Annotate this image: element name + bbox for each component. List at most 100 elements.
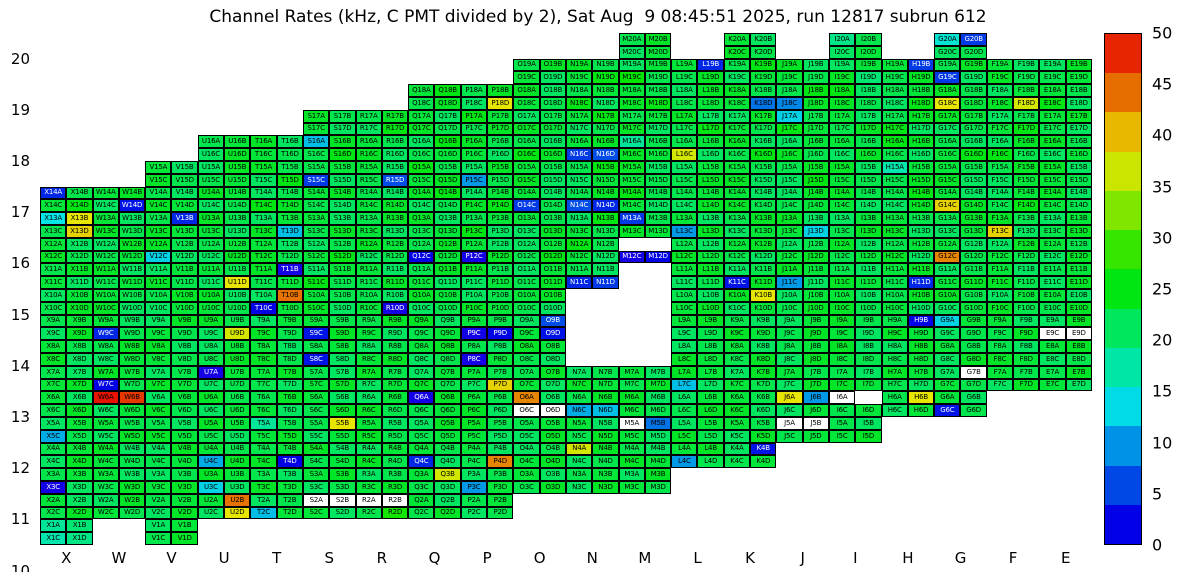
channel-cell: K15A bbox=[723, 161, 751, 174]
channel-cell: I9B bbox=[855, 314, 882, 328]
channel-cell: U12D bbox=[224, 250, 251, 264]
channel-cell: Q8D bbox=[434, 353, 461, 366]
channel-cell: T15A bbox=[250, 161, 277, 174]
channel-cell: F14C bbox=[986, 199, 1014, 213]
x-axis-label: S bbox=[324, 549, 335, 567]
channel-cell: N19B bbox=[592, 58, 619, 72]
channel-cell: H16D bbox=[907, 148, 935, 161]
channel-cell: L13B bbox=[697, 212, 724, 225]
channel-cell: F10A bbox=[986, 289, 1014, 302]
channel-cell: G13B bbox=[960, 212, 987, 225]
channel-cell: O15B bbox=[539, 161, 566, 174]
channel-cell: E18B bbox=[1065, 84, 1092, 97]
channel-cell: R14B bbox=[381, 186, 409, 200]
channel-cell: E14B bbox=[1065, 186, 1092, 200]
channel-cell: O8B bbox=[539, 340, 566, 353]
channel-cell: R12A bbox=[355, 237, 382, 251]
colorbar-band bbox=[1105, 426, 1141, 466]
channel-cell: K12B bbox=[750, 237, 777, 251]
channel-cell: R11D bbox=[381, 276, 409, 289]
channel-cell: J9C bbox=[776, 327, 803, 341]
channel-cell: N12A bbox=[565, 237, 593, 251]
channel-cell: K8D bbox=[750, 353, 777, 366]
channel-cell: X4D bbox=[66, 455, 93, 469]
channel-cell: G14B bbox=[960, 186, 987, 200]
channel-cell: W4D bbox=[118, 455, 146, 469]
channel-cell: O7D bbox=[539, 378, 566, 392]
channel-cell: R9D bbox=[381, 327, 409, 341]
channel-cell: R6C bbox=[355, 404, 382, 417]
channel-cell: X11B bbox=[66, 263, 93, 277]
channel-cell: F14B bbox=[1013, 186, 1040, 200]
channel-cell: J5D bbox=[802, 429, 829, 443]
channel-cell: E10D bbox=[1065, 301, 1092, 315]
channel-cell: R5C bbox=[355, 429, 382, 443]
channel-cell: O15D bbox=[539, 173, 566, 187]
channel-cell: R17C bbox=[355, 122, 382, 136]
channel-cell: T11B bbox=[276, 263, 303, 277]
channel-cell: P18B bbox=[487, 84, 514, 97]
channel-cell: U3C bbox=[197, 481, 225, 494]
channel-cell: T3A bbox=[250, 468, 277, 481]
channel-cell: I8B bbox=[855, 340, 882, 353]
channel-cell: K5A bbox=[723, 417, 751, 430]
channel-cell: J8D bbox=[802, 353, 829, 366]
channel-cell: E9C bbox=[1039, 327, 1066, 341]
channel-cell: Q10D bbox=[434, 301, 461, 315]
channel-cell: H11B bbox=[907, 263, 935, 277]
channel-cell: Q13D bbox=[434, 225, 461, 238]
channel-cell: E15A bbox=[1039, 161, 1066, 174]
channel-cell: O3C bbox=[513, 481, 540, 494]
channel-cell: Q14B bbox=[434, 186, 461, 200]
channel-cell: L5C bbox=[671, 429, 698, 443]
channel-cell: P3B bbox=[487, 468, 514, 481]
channel-cell: M19C bbox=[618, 71, 645, 85]
channel-cell: P2D bbox=[487, 506, 514, 520]
channel-cell: K16D bbox=[750, 148, 777, 161]
channel-cell: Q12B bbox=[434, 237, 461, 251]
channel-cell: N4A bbox=[565, 442, 593, 456]
channel-cell: T9A bbox=[250, 314, 277, 328]
channel-cell: X1B bbox=[66, 519, 93, 533]
channel-cell: O15C bbox=[513, 173, 540, 187]
channel-cell: S13B bbox=[329, 212, 356, 225]
channel-cell: U5A bbox=[197, 417, 225, 430]
channel-cell: U2B bbox=[224, 493, 251, 507]
channel-cell: E7A bbox=[1039, 365, 1066, 379]
channel-cell: H10C bbox=[881, 301, 908, 315]
channel-cell: I18C bbox=[828, 97, 856, 110]
channel-cell: W4B bbox=[118, 442, 146, 456]
channel-cell: M16B bbox=[644, 135, 672, 149]
channel-cell: M18B bbox=[644, 84, 672, 97]
channel-cell: X2D bbox=[66, 506, 93, 520]
channel-cell: M16D bbox=[644, 148, 672, 161]
channel-cell: X12A bbox=[40, 237, 67, 251]
channel-cell: P7A bbox=[460, 365, 488, 379]
channel-cell: E12A bbox=[1039, 237, 1066, 251]
channel-cell: X4A bbox=[40, 442, 67, 456]
channel-cell: V14A bbox=[145, 186, 172, 200]
channel-cell: E12B bbox=[1065, 237, 1092, 251]
channel-cell: I8D bbox=[855, 353, 882, 366]
channel-cell: S6D bbox=[329, 404, 356, 417]
channel-cell: L7B bbox=[697, 365, 724, 379]
channel-cell: M6D bbox=[644, 404, 672, 417]
channel-cell: T5A bbox=[250, 417, 277, 430]
channel-cell: G14A bbox=[934, 186, 961, 200]
channel-cell: P5C bbox=[460, 429, 488, 443]
channel-cell: J5C bbox=[776, 429, 803, 443]
channel-cell: L14D bbox=[697, 199, 724, 213]
channel-cell: V3A bbox=[145, 468, 172, 481]
channel-cell: O12D bbox=[539, 250, 566, 264]
channel-cell: I14A bbox=[828, 186, 856, 200]
channel-cell: O6D bbox=[539, 404, 566, 417]
channel-cell: J19C bbox=[776, 71, 803, 85]
channel-cell: H6D bbox=[907, 404, 935, 417]
channel-cell: I13B bbox=[855, 212, 882, 225]
channel-cell: W13B bbox=[118, 212, 146, 225]
channel-cell: S12B bbox=[329, 237, 356, 251]
channel-cell: L11B bbox=[697, 263, 724, 277]
channel-cell: P2B bbox=[487, 493, 514, 507]
channel-cell: U10A bbox=[197, 289, 225, 302]
channel-cell: M18A bbox=[618, 84, 645, 97]
